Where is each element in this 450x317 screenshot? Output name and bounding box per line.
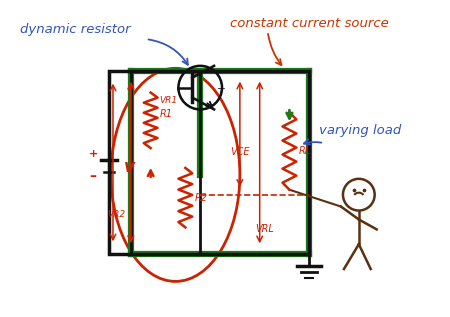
Text: dynamic resistor: dynamic resistor [20,23,130,36]
Text: V: V [124,161,135,175]
Text: constant current source: constant current source [230,17,389,30]
Text: VCE: VCE [230,147,250,157]
Text: T: T [218,87,225,98]
Text: –: – [90,169,97,183]
Text: VRL: VRL [255,224,274,234]
Text: +: + [89,149,98,159]
Text: VR1: VR1 [160,96,178,105]
Text: VR2: VR2 [108,210,126,219]
Text: varying load: varying load [319,124,401,137]
Text: R1: R1 [160,109,173,120]
Text: R2: R2 [194,193,207,203]
Text: RL: RL [298,146,310,156]
